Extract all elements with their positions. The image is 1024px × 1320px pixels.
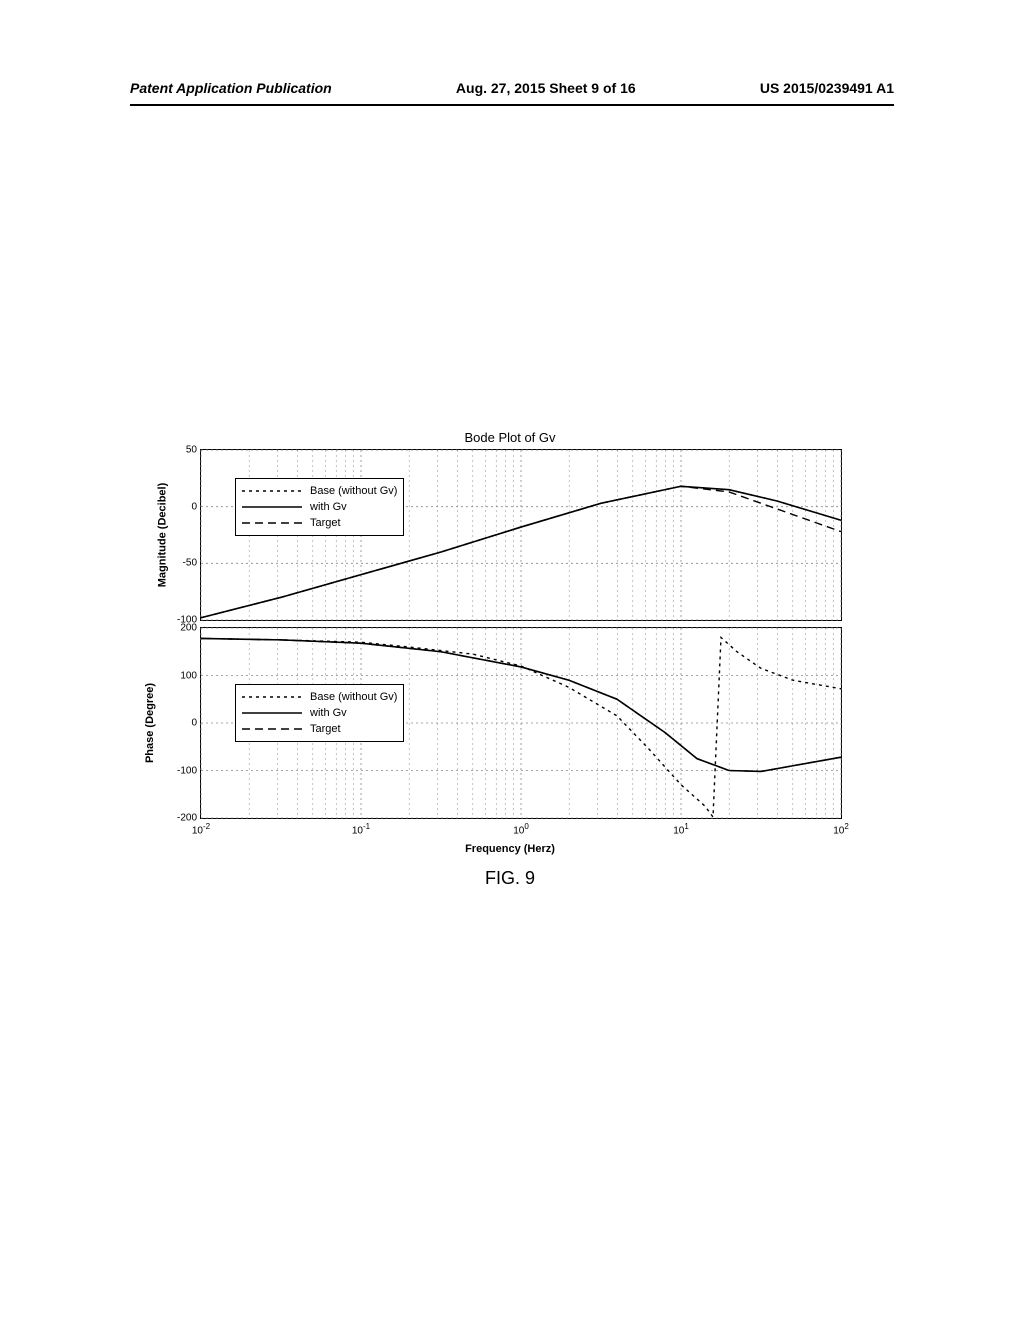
- ytick-label: -50: [183, 558, 201, 569]
- figure-label: FIG. 9: [485, 868, 535, 889]
- legend-box: Base (without Gv) with Gv Target: [235, 478, 404, 536]
- legend-item: Target: [242, 721, 397, 737]
- legend-box: Base (without Gv) with Gv Target: [235, 684, 404, 742]
- header-left: Patent Application Publication: [130, 80, 332, 96]
- xtick-label: 101: [673, 818, 689, 836]
- legend-label: Target: [310, 723, 341, 735]
- magnitude-subplot: Magnitude (Decibel) 500-50-100Base (with…: [160, 449, 860, 621]
- legend-label: Target: [310, 517, 341, 529]
- legend-swatch-icon: [242, 723, 302, 735]
- legend-item: Base (without Gv): [242, 483, 397, 499]
- ytick-label: 50: [186, 445, 201, 456]
- legend-label: Base (without Gv): [310, 691, 397, 703]
- chart-title: Bode Plot of Gv: [160, 430, 860, 445]
- header-center: Aug. 27, 2015 Sheet 9 of 16: [456, 80, 636, 96]
- page-header: Patent Application Publication Aug. 27, …: [0, 80, 1024, 96]
- legend-item: Base (without Gv): [242, 689, 397, 705]
- phase-subplot: Phase (Degree) 2001000-100-20010-210-110…: [160, 627, 860, 819]
- phase-ylabel: Phase (Degree): [144, 683, 156, 763]
- legend-swatch-icon: [242, 691, 302, 703]
- legend-label: with Gv: [310, 707, 347, 719]
- xtick-label: 102: [833, 818, 849, 836]
- ytick-label: 100: [180, 670, 201, 681]
- xaxis-label: Frequency (Herz): [465, 843, 555, 855]
- legend-item: with Gv: [242, 499, 397, 515]
- phase-plot-area: 2001000-100-20010-210-1100101102Base (wi…: [200, 627, 842, 819]
- header-divider: [130, 104, 894, 106]
- legend-swatch-icon: [242, 707, 302, 719]
- ytick-label: 0: [191, 501, 201, 512]
- legend-swatch-icon: [242, 485, 302, 497]
- ytick-label: 0: [191, 718, 201, 729]
- magnitude-plot-area: 500-50-100Base (without Gv)with GvTarget: [200, 449, 842, 621]
- legend-item: Target: [242, 515, 397, 531]
- ytick-label: -100: [177, 765, 201, 776]
- legend-label: with Gv: [310, 501, 347, 513]
- legend-swatch-icon: [242, 501, 302, 513]
- xtick-label: 100: [513, 818, 529, 836]
- magnitude-ylabel: Magnitude (Decibel): [156, 483, 168, 588]
- legend-label: Base (without Gv): [310, 485, 397, 497]
- xtick-label: 10-2: [192, 818, 210, 836]
- legend-swatch-icon: [242, 517, 302, 529]
- ytick-label: 200: [180, 623, 201, 634]
- bode-plot-figure: Bode Plot of Gv Magnitude (Decibel) 500-…: [160, 430, 860, 825]
- legend-item: with Gv: [242, 705, 397, 721]
- header-right: US 2015/0239491 A1: [760, 80, 894, 96]
- xtick-label: 10-1: [352, 818, 370, 836]
